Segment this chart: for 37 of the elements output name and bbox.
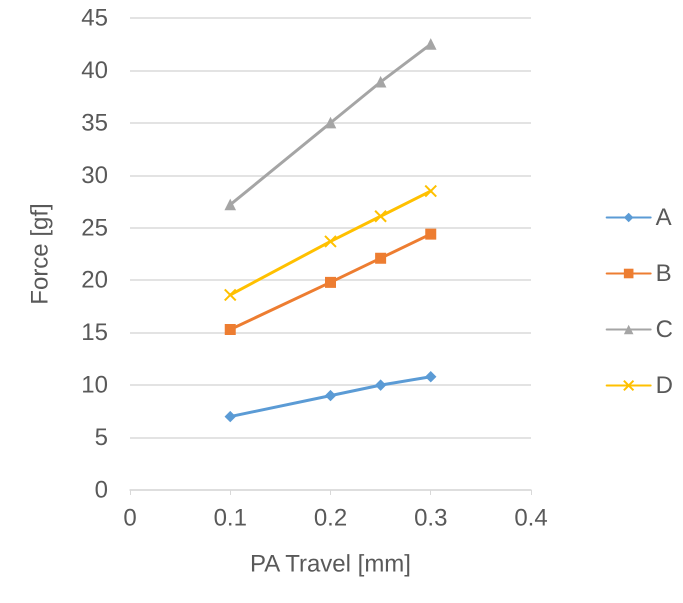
y-tick-label: 35 — [81, 109, 108, 136]
point — [325, 276, 336, 288]
point — [325, 390, 336, 402]
point — [324, 234, 337, 248]
point — [375, 380, 386, 391]
point — [424, 184, 438, 198]
y-tick-label: 0 — [94, 476, 108, 504]
y-tick-label: 45 — [81, 4, 108, 32]
point — [375, 252, 386, 264]
legend-label: C — [656, 316, 674, 343]
point — [425, 228, 436, 240]
y-tick-label: 15 — [81, 319, 108, 346]
y-tick-label: 25 — [81, 214, 108, 242]
y-tick-label: 40 — [81, 56, 108, 84]
point — [425, 38, 436, 50]
y-tick-label: 30 — [81, 162, 108, 189]
x-tick-label: 0.3 — [414, 504, 448, 532]
legend-label: A — [656, 204, 672, 231]
legend-label: B — [656, 260, 672, 287]
x-tick-label: 0.2 — [314, 504, 348, 532]
x-axis-title: PA Travel [mm] — [250, 550, 411, 578]
y-tick-label: 10 — [81, 372, 108, 399]
point — [224, 324, 236, 336]
point — [325, 117, 336, 128]
point — [375, 76, 386, 88]
point — [224, 288, 237, 302]
x-tick-label: 0.1 — [214, 504, 247, 532]
y-tick-label: 20 — [81, 266, 108, 294]
x-tick-label: 0 — [123, 504, 137, 532]
point — [224, 411, 236, 422]
point — [425, 371, 436, 382]
y-axis-title: Force [gf] — [26, 203, 54, 305]
x-tick-label: 0.4 — [514, 504, 548, 532]
point — [224, 199, 236, 210]
y-tick-label: 5 — [94, 424, 108, 452]
point — [374, 210, 388, 223]
legend-label: D — [656, 372, 674, 399]
